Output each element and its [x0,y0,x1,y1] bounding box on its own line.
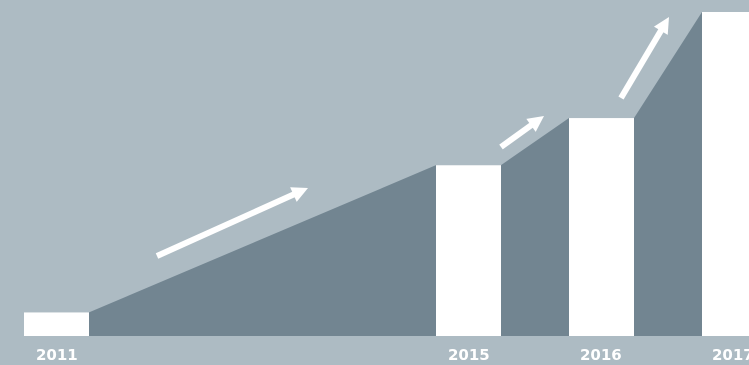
arrow-2011-2015 [155,187,308,259]
x-tick-label-2011: 2011 [36,346,78,364]
bar-2016 [569,118,634,336]
arrows-group [155,17,669,259]
x-tick-label-2017: 2017 [712,346,749,364]
tick-labels-group: 2011 2015 2016 2017 [36,346,749,364]
bar-2017 [702,12,749,336]
bars-group [24,12,749,336]
arrow-2015-2016 [499,116,544,150]
x-tick-label-2016: 2016 [580,346,622,364]
x-tick-label-2015: 2015 [448,346,490,364]
arrow-2016-2017 [618,17,669,100]
bar-2015 [436,165,501,336]
bar-2011 [24,312,89,336]
growth-area [89,12,702,336]
